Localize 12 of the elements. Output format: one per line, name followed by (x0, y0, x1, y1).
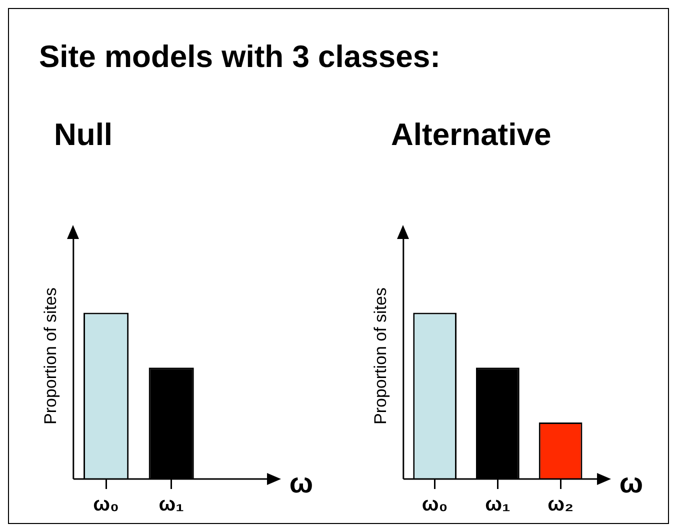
chart-subtitle: Null (54, 117, 113, 153)
x-tick-label: ω₁ (158, 494, 184, 516)
x-tick-label: ω₂ (548, 494, 574, 516)
x-tick-label: ω₀ (93, 494, 120, 516)
x-tick-label: ω₁ (485, 494, 510, 516)
x-tick-label: ω₀ (422, 494, 448, 516)
x-axis-title: ω (619, 468, 644, 499)
y-axis-title: Proportion of sites (40, 287, 60, 425)
chart-title: Site models with 3 classes: (39, 39, 440, 75)
x-axis-title: ω (289, 468, 314, 499)
chart-subtitle: Alternative (391, 117, 552, 153)
y-axis-title: Proportion of sites (370, 287, 390, 425)
